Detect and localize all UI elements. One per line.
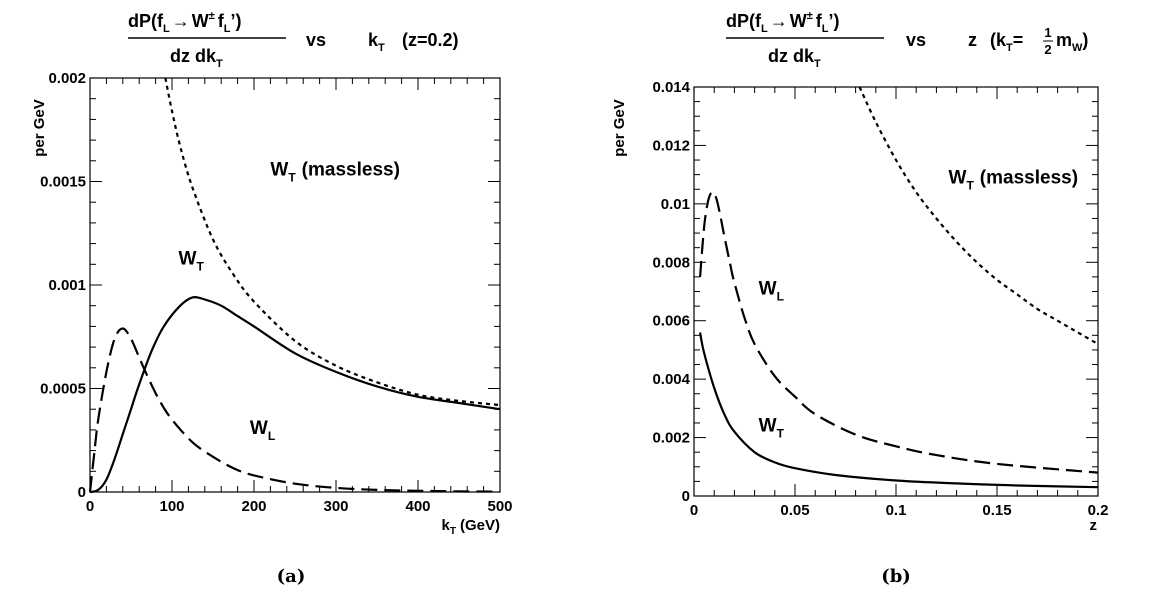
x-tick-label-b-3: 0.15 (982, 502, 1011, 519)
title-b-numerator: dP(fL → W± fL’) (726, 10, 840, 35)
y-tick-label-b-5: 0.01 (661, 196, 690, 213)
title-a: dP(fL → W± fL’) dz dkT vs kT (z=0.2) (128, 10, 459, 70)
plot-frame-a (89, 77, 501, 493)
x-axis-label-b: z (1090, 517, 1098, 534)
ticks-b: 0 0.05 0.1 0.15 0.2 0 0.002 0.004 0.006 0.008 0.01… (652, 79, 1108, 519)
y-tick-label-a-1: 0.0005 (40, 381, 86, 398)
x-tick-label-a-2: 200 (241, 498, 266, 515)
series-label-a-2: WL (250, 418, 275, 443)
title-a-vs: vs (306, 30, 326, 50)
series-line-a-dashed (88, 327, 501, 493)
title-b-frac-num: 1 (1044, 25, 1051, 40)
y-tick-label-b-1: 0.002 (652, 430, 690, 447)
y-tick-label-a-3: 0.0015 (40, 174, 86, 191)
annotations-b: WT (massless) WL WT (759, 167, 1078, 440)
series-label-b-2: WT (759, 416, 785, 441)
y-axis-label-a: per GeV (31, 99, 48, 157)
series-line-b-dashed (699, 191, 1099, 474)
y-tick-label-a-4: 0.002 (48, 70, 86, 87)
plot-area-a: 0 100 200 300 400 50000.00050.0010.00150.002 … (40, 70, 512, 515)
series-line-a-solid (89, 296, 501, 494)
series-line-b-dotted (858, 86, 1099, 346)
x-tick-label-b-2: 0.1 (886, 502, 907, 519)
x-tick-label-b-0: 0 (690, 502, 698, 519)
y-axis-label-b: per GeV (611, 99, 628, 157)
panel-b: dP(fL → W± fL’) dz dkT vs z (kT= 1 2 mW) pe… (611, 10, 1108, 587)
y-tick-label-b-0: 0 (682, 488, 690, 505)
plot-area-b: 0 0.05 0.1 0.15 0.2 0 0.002 0.004 0.006 0.008 0.01… (652, 79, 1108, 519)
panel-a: dP(fL → W± fL’) dz dkT vs kT (z=0.2) per Ge… (31, 10, 513, 587)
series-label-a-1: WT (179, 248, 205, 273)
y-tick-label-b-6: 0.012 (652, 137, 690, 154)
title-a-numerator: dP(fL → W± fL’) (128, 10, 242, 35)
title-b-vs: vs (906, 30, 926, 50)
x-tick-label-a-0: 0 (86, 498, 94, 515)
y-tick-label-b-2: 0.004 (652, 371, 690, 388)
annotations-a: WT (massless) WT WL (179, 159, 400, 443)
x-axis-label-a: kT (GeV) (442, 517, 500, 537)
caption-b: (b) (881, 566, 911, 587)
title-b-condition: (kT= (990, 30, 1023, 54)
series-label-b-0: WT (massless) (949, 167, 1079, 192)
curves-a (88, 77, 501, 494)
series-label-a-0: WT (massless) (270, 159, 400, 184)
x-tick-label-b-4: 0.2 (1088, 502, 1109, 519)
series-line-b-solid (699, 332, 1099, 489)
y-tick-label-b-4: 0.008 (652, 254, 690, 271)
y-tick-label-b-7: 0.014 (652, 79, 690, 96)
curves-b (699, 86, 1099, 489)
title-b-denominator: dz dkT (768, 46, 821, 70)
y-tick-label-a-0: 0 (78, 484, 86, 501)
x-tick-label-a-1: 100 (159, 498, 184, 515)
x-tick-label-a-4: 400 (405, 498, 430, 515)
title-b: dP(fL → W± fL’) dz dkT vs z (kT= 1 2 mW) (726, 10, 1088, 70)
x-tick-label-a-5: 500 (487, 498, 512, 515)
title-b-condition-end: mW) (1056, 30, 1088, 54)
caption-a: (a) (277, 566, 306, 587)
title-a-condition: (z=0.2) (402, 30, 459, 50)
title-a-variable: kT (368, 30, 385, 54)
ticks-a: 0 100 200 300 400 500 0 0.0005 0.001 0.0015 0.002 (40, 70, 512, 515)
y-tick-label-a-2: 0.001 (48, 277, 86, 294)
x-tick-label-b-1: 0.05 (780, 502, 809, 519)
plot-frame-b (693, 86, 1099, 497)
title-b-variable: z (968, 30, 977, 50)
y-tick-label-b-3: 0.006 (652, 313, 690, 330)
series-label-b-1: WL (759, 278, 784, 303)
title-b-frac-den: 2 (1044, 42, 1051, 57)
x-tick-label-a-3: 300 (323, 498, 348, 515)
series-line-a-dotted (164, 77, 501, 407)
title-a-denominator: dz dkT (170, 46, 223, 70)
